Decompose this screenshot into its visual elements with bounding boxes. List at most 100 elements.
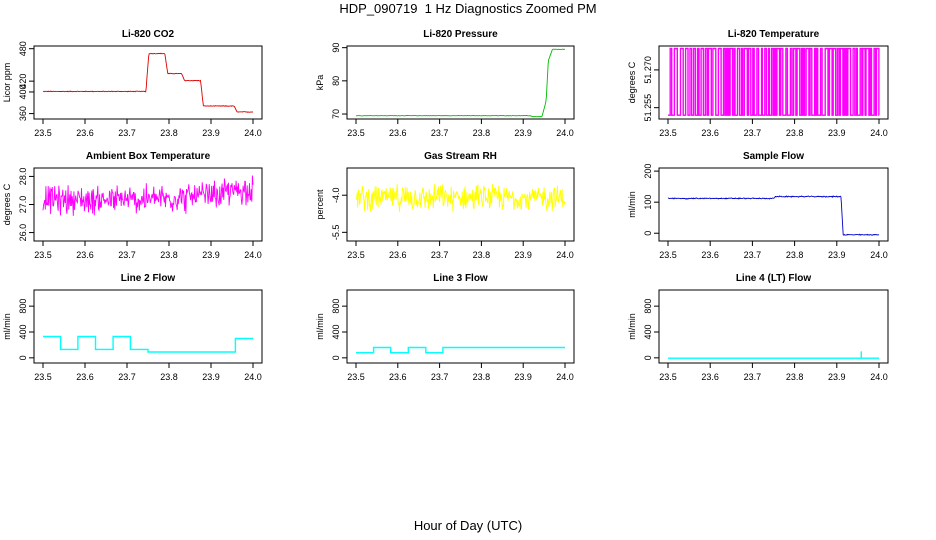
x-tick-label: 23.9 xyxy=(202,250,220,260)
x-tick-label: 24.0 xyxy=(244,250,262,260)
plot-frame xyxy=(33,45,263,120)
y-tick-label: 400 xyxy=(331,324,341,339)
chart-panel-1: Li-820 Pressure 23.5 23.6 23.7 23.8 23.9 24.0 7… xyxy=(315,29,575,138)
plot-frame xyxy=(346,167,575,242)
x-tick-label: 24.0 xyxy=(870,372,888,382)
chart-panel-6: Line 2 Flow 23.5 23.6 23.7 23.8 23.9 24.0 0 400 8… xyxy=(2,273,263,382)
plot-frame xyxy=(658,289,889,364)
panel-title: Ambient Box Temperature xyxy=(86,151,211,162)
x-tick-label: 23.7 xyxy=(431,128,449,138)
y-tick-label: 800 xyxy=(643,299,653,314)
y-axis-label: ml/min xyxy=(315,313,325,340)
y-axis-label: percent xyxy=(315,189,325,220)
panel-title: Sample Flow xyxy=(743,151,804,162)
series-line xyxy=(42,175,254,216)
x-tick-label: 23.8 xyxy=(160,372,178,382)
panel-title: Line 3 Flow xyxy=(433,273,488,284)
y-axis-label: ml/min xyxy=(627,313,637,340)
x-tick-label: 24.0 xyxy=(244,372,262,382)
plot-frame xyxy=(658,45,889,120)
series-line xyxy=(356,346,565,354)
x-tick-label: 23.6 xyxy=(701,128,719,138)
x-tick-label: 24.0 xyxy=(244,128,262,138)
x-tick-label: 23.5 xyxy=(347,372,365,382)
y-tick-label: 80 xyxy=(331,76,341,86)
x-tick-label: 23.9 xyxy=(514,372,532,382)
x-tick-label: 24.0 xyxy=(556,372,574,382)
chart-panel-3: Ambient Box Temperature 23.5 23.6 23.7 23.8 2… xyxy=(2,151,263,260)
y-tick-label: 51.270 xyxy=(643,56,653,84)
x-tick-label: 23.7 xyxy=(744,128,762,138)
y-axis-label: ml/min xyxy=(627,191,637,218)
x-tick-label: 23.7 xyxy=(118,128,136,138)
x-tick-label: 23.5 xyxy=(347,250,365,260)
x-tick-label: 23.5 xyxy=(34,250,52,260)
panel-title: Line 4 (LT) Flow xyxy=(736,273,812,284)
x-tick-label: 24.0 xyxy=(870,128,888,138)
x-tick-label: 23.8 xyxy=(160,250,178,260)
plot-frame xyxy=(658,167,889,242)
x-tick-label: 23.5 xyxy=(659,250,677,260)
x-tick-label: 23.8 xyxy=(473,128,491,138)
y-tick-label: 0 xyxy=(331,355,341,360)
plot-frame xyxy=(346,289,575,364)
x-tick-label: 23.6 xyxy=(76,372,94,382)
panel-title: Li-820 Pressure xyxy=(423,29,498,40)
y-tick-label: 0 xyxy=(643,231,653,236)
x-tick-label: 23.8 xyxy=(473,250,491,260)
y-tick-label: 800 xyxy=(331,299,341,314)
chart-panel-5: Sample Flow 23.5 23.6 23.7 23.8 23.9 24.0 0 100 2… xyxy=(627,151,889,260)
y-tick-label: 26.0 xyxy=(18,224,28,242)
x-tick-label: 23.7 xyxy=(118,250,136,260)
x-tick-label: 23.6 xyxy=(389,128,407,138)
y-tick-label: 420 xyxy=(18,74,28,89)
x-tick-label: 24.0 xyxy=(870,250,888,260)
y-tick-label: -5.5 xyxy=(331,225,341,241)
y-axis-label: degrees C xyxy=(2,183,12,225)
x-tick-label: 23.8 xyxy=(786,250,804,260)
x-tick-label: 23.5 xyxy=(659,372,677,382)
x-tick-label: 24.0 xyxy=(556,250,574,260)
y-tick-label: 400 xyxy=(18,324,28,339)
y-axis-label: ml/min xyxy=(2,313,12,340)
x-tick-label: 23.9 xyxy=(828,250,846,260)
x-tick-label: 23.5 xyxy=(659,128,677,138)
x-tick-label: 23.5 xyxy=(34,372,52,382)
y-tick-label: 800 xyxy=(18,299,28,314)
x-tick-label: 23.7 xyxy=(431,372,449,382)
x-tick-label: 23.5 xyxy=(347,128,365,138)
y-tick-label: -4.0 xyxy=(331,187,341,203)
plot-frame xyxy=(33,289,263,364)
x-tick-label: 23.6 xyxy=(76,250,94,260)
page-title: HDP_090719 1 Hz Diagnostics Zoomed PM xyxy=(339,1,597,16)
x-tick-label: 23.9 xyxy=(514,250,532,260)
y-tick-label: 70 xyxy=(331,109,341,119)
series-line xyxy=(355,48,565,118)
y-tick-label: 400 xyxy=(643,324,653,339)
x-tick-label: 23.8 xyxy=(786,128,804,138)
x-tick-label: 23.7 xyxy=(118,372,136,382)
y-axis-label: degrees C xyxy=(627,61,637,103)
x-tick-label: 23.9 xyxy=(202,128,220,138)
panel-title: Li-820 Temperature xyxy=(728,29,820,40)
y-tick-label: 100 xyxy=(643,195,653,210)
y-tick-label: 0 xyxy=(18,355,28,360)
x-tick-label: 23.9 xyxy=(828,372,846,382)
panel-title: Li-820 CO2 xyxy=(122,29,175,40)
x-tick-label: 23.9 xyxy=(828,128,846,138)
y-axis-label: Licor ppm xyxy=(2,63,12,103)
x-tick-label: 23.8 xyxy=(786,372,804,382)
series-line xyxy=(668,351,879,359)
x-tick-label: 23.6 xyxy=(389,372,407,382)
y-tick-label: 480 xyxy=(18,41,28,56)
x-tick-label: 23.6 xyxy=(701,372,719,382)
y-tick-label: 360 xyxy=(18,106,28,121)
y-axis-label: kPa xyxy=(315,75,325,91)
y-tick-label: 28.0 xyxy=(18,168,28,186)
x-axis-label: Hour of Day (UTC) xyxy=(413,518,523,533)
panel-title: Gas Stream RH xyxy=(424,151,497,162)
chart-panel-2: Li-820 Temperature 23.5 23.6 23.7 23.8 23.9 24… xyxy=(627,29,889,138)
x-tick-label: 23.9 xyxy=(514,128,532,138)
series-line xyxy=(668,47,880,116)
